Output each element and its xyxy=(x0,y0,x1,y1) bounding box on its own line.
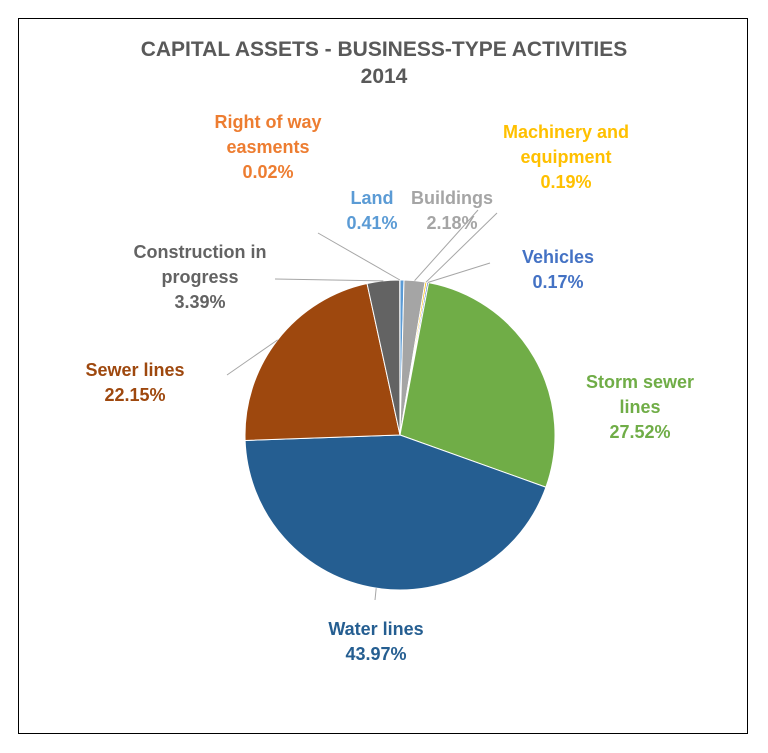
data-label: Sewer lines 22.15% xyxy=(70,358,200,408)
category-label: Right of way easments xyxy=(214,112,322,157)
value-label: 3.39% xyxy=(174,292,226,312)
leader-line xyxy=(317,232,401,281)
data-label: Water lines 43.97% xyxy=(296,617,456,667)
category-label: Construction in progress xyxy=(133,242,267,287)
value-label: 2.18% xyxy=(426,213,478,233)
category-label: Vehicles xyxy=(521,247,595,267)
data-label: Machinery and equipment 0.19% xyxy=(501,120,631,195)
value-label: 0.02% xyxy=(242,162,294,182)
leader-line xyxy=(274,278,384,282)
category-label: Storm sewer lines xyxy=(585,372,695,417)
leader-line xyxy=(425,212,498,283)
category-label: Water lines xyxy=(328,619,424,639)
chart-border xyxy=(18,18,748,734)
pie-slice xyxy=(244,282,401,441)
value-label: 0.19% xyxy=(540,172,592,192)
data-label: Land 0.41% xyxy=(332,186,412,236)
value-label: 0.17% xyxy=(532,272,584,292)
value-label: 43.97% xyxy=(345,644,407,664)
category-label: Machinery and equipment xyxy=(502,122,630,167)
data-label: Right of way easments 0.02% xyxy=(213,110,323,185)
leader-line xyxy=(414,209,479,282)
data-label: Vehicles 0.17% xyxy=(503,245,613,295)
chart-title: CAPITAL ASSETS - BUSINESS-TYPE ACTIVITIE… xyxy=(140,38,628,88)
value-label: 27.52% xyxy=(609,422,671,442)
data-label: Buildings 2.18% xyxy=(397,186,507,236)
value-label: 0.41% xyxy=(346,213,398,233)
category-label: Buildings xyxy=(411,188,493,208)
category-label: Land xyxy=(350,188,394,208)
pie-slice xyxy=(399,282,556,488)
value-label: 22.15% xyxy=(104,385,166,405)
data-label: Storm sewer lines 27.52% xyxy=(565,370,715,445)
pie-slice xyxy=(244,434,547,591)
leader-line xyxy=(374,588,377,601)
leader-line xyxy=(427,262,491,283)
data-label: Construction in progress 3.39% xyxy=(125,240,275,315)
leader-line xyxy=(226,339,278,376)
category-label: Sewer lines xyxy=(85,360,185,380)
